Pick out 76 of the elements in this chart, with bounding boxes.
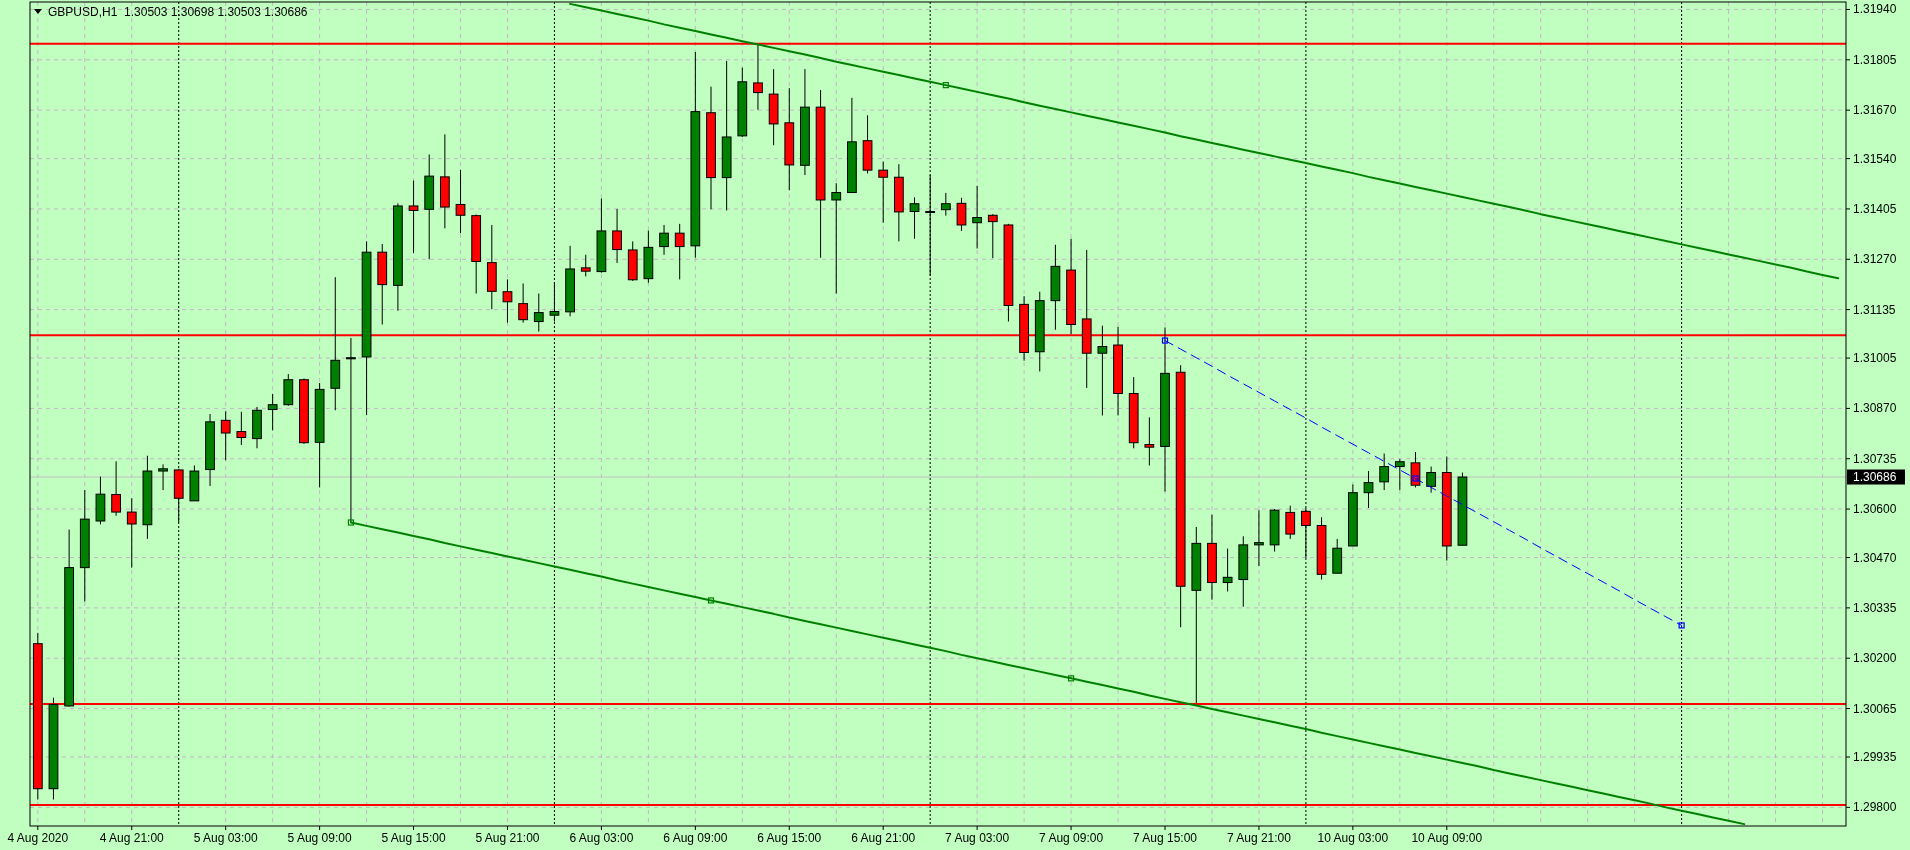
point	[1067, 675, 1075, 682]
line-series	[569, 2, 1840, 280]
y-tick-label: 1.30600	[1853, 502, 1897, 517]
x-tick-label: 7 Aug 09:00	[1039, 831, 1104, 845]
y-tick-label: 1.31135	[1853, 302, 1896, 317]
y-tick-label: 1.30065	[1853, 701, 1897, 716]
x-tick-label: 7 Aug 15:00	[1132, 831, 1198, 845]
candlestick	[1379, 453, 1390, 491]
candlestick	[502, 278, 513, 324]
x-tick-label: 4 Aug 2020	[7, 831, 69, 845]
point	[942, 82, 949, 89]
x-tick-label: 4 Aug 21:00	[99, 831, 165, 845]
candlestick	[1426, 466, 1437, 494]
point	[1161, 337, 1169, 344]
y-tick-label: 1.30470	[1853, 550, 1897, 565]
candlestick	[831, 182, 842, 295]
y-tick-label: 1.31405	[1853, 201, 1897, 216]
chart-title: GBPUSD,H1 1.30503 1.30698 1.30503 1.30686	[48, 5, 308, 19]
candlestick	[878, 161, 889, 224]
ref-line-label: 1.30686	[1853, 470, 1897, 485]
x-tick-label: 6 Aug 15:00	[757, 831, 822, 845]
candlestick	[1097, 325, 1108, 416]
x-tick-label: 6 Aug 21:00	[851, 831, 916, 845]
x-tick-label: 5 Aug 03:00	[193, 831, 259, 845]
x-tick-label: 7 Aug 03:00	[945, 831, 1010, 845]
point	[707, 597, 715, 604]
y-tick-label: 1.29800	[1853, 800, 1897, 815]
x-tick-label: 10 Aug 09:00	[1411, 831, 1483, 845]
y-tick-label: 1.31270	[1853, 252, 1897, 267]
candlestick	[612, 208, 622, 264]
y-tick-label: 1.30735	[1853, 451, 1897, 466]
candlestick	[267, 393, 278, 431]
candlestick	[1394, 458, 1405, 491]
candlestick	[111, 460, 121, 517]
x-tick-label: 10 Aug 03:00	[1317, 831, 1389, 845]
y-tick-label: 1.29935	[1853, 750, 1897, 765]
candlestick	[158, 463, 168, 491]
point	[1678, 622, 1685, 629]
candlestick	[1285, 505, 1296, 540]
candlestick	[236, 411, 247, 446]
y-tick-label: 1.30870	[1853, 401, 1897, 416]
candlestick	[940, 192, 951, 217]
point	[347, 519, 355, 526]
candlestick	[1363, 470, 1374, 509]
x-tick-label: 5 Aug 15:00	[381, 831, 446, 845]
candlestick	[956, 197, 967, 232]
x-tick-label: 5 Aug 09:00	[287, 831, 352, 845]
y-tick-label: 1.30335	[1853, 600, 1897, 615]
y-tick-label: 1.31940	[1853, 2, 1897, 17]
candlestick	[1254, 509, 1264, 567]
x-tick-label: 6 Aug 09:00	[663, 831, 728, 845]
line-series	[349, 521, 1746, 826]
candlestick	[126, 497, 137, 569]
y-tick-label: 1.30200	[1853, 651, 1897, 666]
candlestick	[909, 196, 920, 240]
y-tick-label: 1.31670	[1853, 103, 1897, 118]
candlestick	[1222, 548, 1233, 592]
candlestick	[659, 224, 669, 256]
candlestick	[972, 185, 983, 249]
y-tick-label: 1.31005	[1853, 351, 1897, 366]
candlestick	[220, 410, 231, 461]
candlestick	[408, 180, 419, 254]
candlestick	[674, 223, 685, 280]
x-tick-label: 5 Aug 21:00	[475, 831, 540, 845]
point	[1412, 475, 1419, 482]
candlestick	[987, 213, 998, 259]
candlestick	[753, 44, 763, 111]
candlestick	[455, 169, 466, 234]
candlestick	[518, 283, 529, 324]
y-tick-label: 1.31805	[1853, 52, 1897, 67]
candlestick	[533, 293, 544, 333]
candlestick	[580, 254, 591, 277]
x-tick-label: 6 Aug 03:00	[569, 831, 634, 845]
y-tick-label: 1.31540	[1853, 151, 1897, 166]
x-tick-label: 7 Aug 21:00	[1226, 831, 1292, 845]
candlestick	[1144, 416, 1155, 466]
